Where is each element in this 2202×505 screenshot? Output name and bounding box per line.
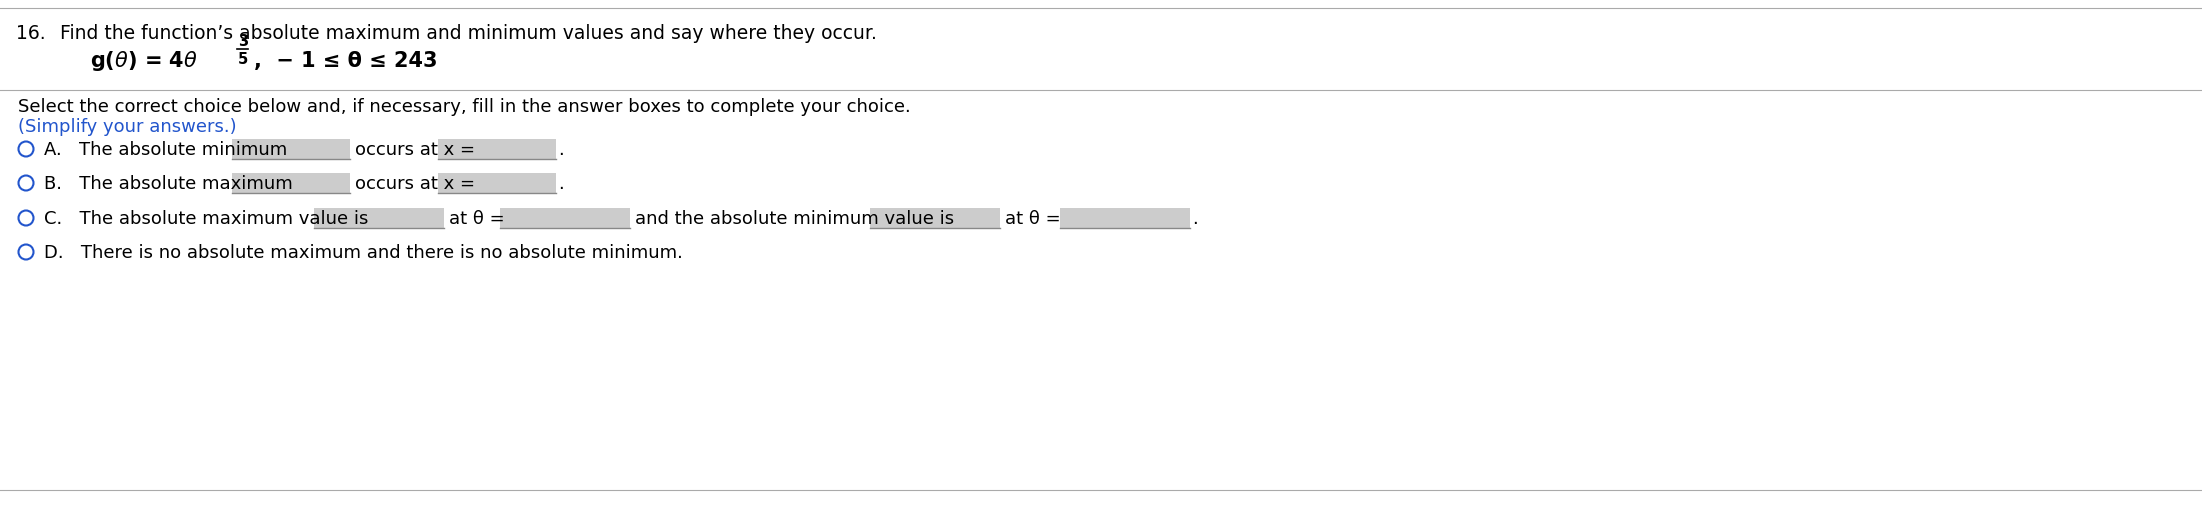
Text: 3: 3: [238, 34, 249, 49]
Text: (Simplify your answers.): (Simplify your answers.): [18, 118, 236, 136]
Text: .: .: [557, 175, 564, 192]
Text: A.   The absolute minimum: A. The absolute minimum: [44, 141, 286, 159]
Text: at θ =: at θ =: [449, 210, 504, 228]
FancyBboxPatch shape: [231, 174, 350, 193]
Text: and the absolute minimum value is: and the absolute minimum value is: [634, 210, 953, 228]
Text: B.   The absolute maximum: B. The absolute maximum: [44, 175, 293, 192]
FancyBboxPatch shape: [1059, 209, 1189, 229]
Text: g($\theta$) = 4$\theta$: g($\theta$) = 4$\theta$: [90, 49, 198, 73]
FancyBboxPatch shape: [231, 140, 350, 160]
Text: .: .: [1191, 210, 1198, 228]
FancyBboxPatch shape: [500, 209, 630, 229]
Text: D.   There is no absolute maximum and there is no absolute minimum.: D. There is no absolute maximum and ther…: [44, 243, 683, 262]
FancyBboxPatch shape: [315, 209, 445, 229]
Text: Find the function’s absolute maximum and minimum values and say where they occur: Find the function’s absolute maximum and…: [59, 24, 876, 43]
Text: 5: 5: [238, 52, 249, 67]
FancyBboxPatch shape: [438, 140, 555, 160]
Text: .: .: [557, 141, 564, 159]
Text: at θ =: at θ =: [1004, 210, 1061, 228]
Text: C.   The absolute maximum value is: C. The absolute maximum value is: [44, 210, 368, 228]
Text: occurs at x =: occurs at x =: [355, 175, 476, 192]
FancyBboxPatch shape: [870, 209, 1000, 229]
Text: occurs at x =: occurs at x =: [355, 141, 476, 159]
Text: 16.: 16.: [15, 24, 46, 43]
Text: Select the correct choice below and, if necessary, fill in the answer boxes to c: Select the correct choice below and, if …: [18, 98, 912, 116]
FancyBboxPatch shape: [438, 174, 555, 193]
Text: ,  − 1 ≤ θ ≤ 243: , − 1 ≤ θ ≤ 243: [253, 51, 438, 71]
